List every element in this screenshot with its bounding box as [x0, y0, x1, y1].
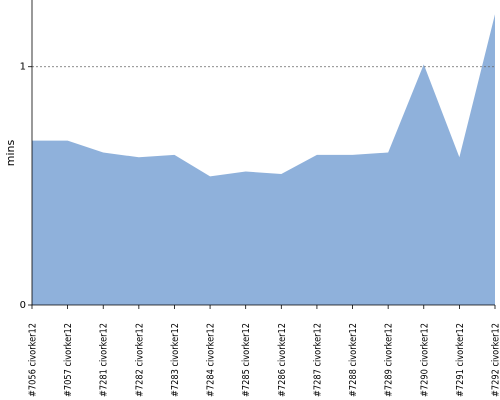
x-tick-label: #7283 civorker12: [170, 323, 181, 397]
y-axis-label: mins: [4, 139, 17, 166]
area-series: [32, 14, 495, 306]
x-tick-label: #7284 civorker12: [206, 323, 217, 397]
y-axis: 01: [20, 0, 33, 311]
x-axis: #7056 civorker12 #7057 civorker12 #7281 ci…: [28, 304, 500, 397]
x-tick-label: #7288 civorker12: [348, 323, 359, 397]
plot-area: [32, 14, 495, 306]
x-tick-label: #7285 civorker12: [241, 323, 252, 397]
y-tick-label: 1: [20, 62, 26, 73]
x-tick-label: #7289 civorker12: [384, 323, 395, 397]
x-tick-label: #7291 civorker12: [455, 323, 466, 397]
y-tick-label: 0: [20, 300, 26, 311]
x-tick-label: #7292 civorker12: [491, 323, 500, 397]
x-tick-label: #7281 civorker12: [99, 323, 110, 397]
x-tick-label: #7290 civorker12: [419, 323, 430, 397]
x-tick-label: #7287 civorker12: [312, 323, 323, 397]
x-tick-label: #7057 civorker12: [63, 323, 74, 397]
x-tick-label: #7282 civorker12: [134, 323, 145, 397]
x-tick-label: #7286 civorker12: [277, 323, 288, 397]
x-tick-label: #7056 civorker12: [28, 323, 39, 397]
